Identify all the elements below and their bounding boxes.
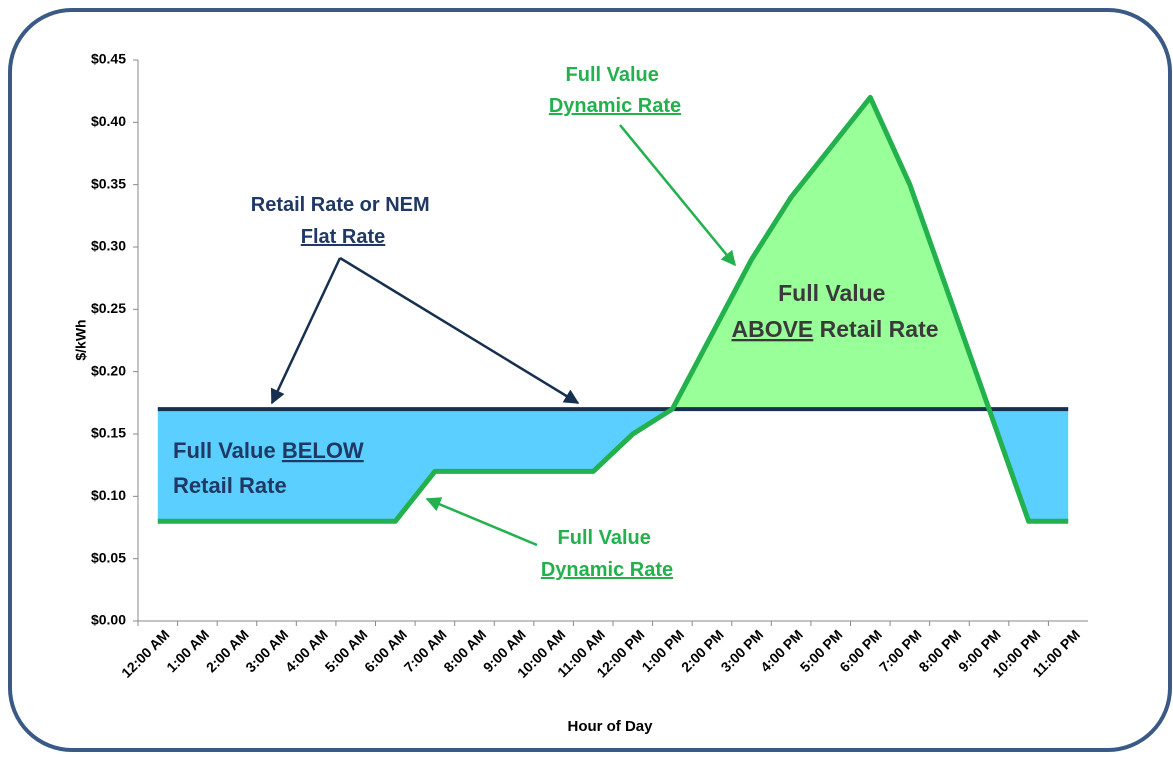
arrow — [339, 256, 580, 405]
y-tick-label: $0.30 — [91, 238, 126, 254]
y-tick-label: $0.45 — [91, 51, 126, 67]
annotation: Retail Rate or NEM Flat Rate — [251, 194, 436, 248]
arrow — [619, 124, 736, 267]
annotation: Full Value Dynamic Rate — [541, 527, 673, 581]
x-axis-label: Hour of Day — [567, 718, 653, 735]
annotation: Full Value BELOW Retail Rate — [173, 438, 370, 498]
arrow — [270, 257, 342, 405]
arrow — [425, 497, 538, 547]
y-tick-label: $0.00 — [91, 612, 126, 628]
area-above — [157, 97, 1069, 410]
annotation: Full Value ABOVE Retail Rate — [731, 280, 938, 342]
area-below — [157, 409, 1069, 522]
y-tick-label: $0.40 — [91, 113, 126, 129]
y-tick-label: $0.15 — [91, 425, 126, 441]
y-tick-label: $0.20 — [91, 362, 126, 378]
y-tick-label: $0.05 — [91, 549, 126, 565]
annotation: Full Value Dynamic Rate — [549, 64, 681, 117]
y-tick-label: $0.25 — [91, 300, 126, 316]
y-tick-label: $0.35 — [91, 175, 126, 191]
y-axis-label: $/kWh — [73, 319, 89, 360]
y-tick-label: $0.10 — [91, 487, 126, 503]
series-line — [157, 94, 1069, 524]
